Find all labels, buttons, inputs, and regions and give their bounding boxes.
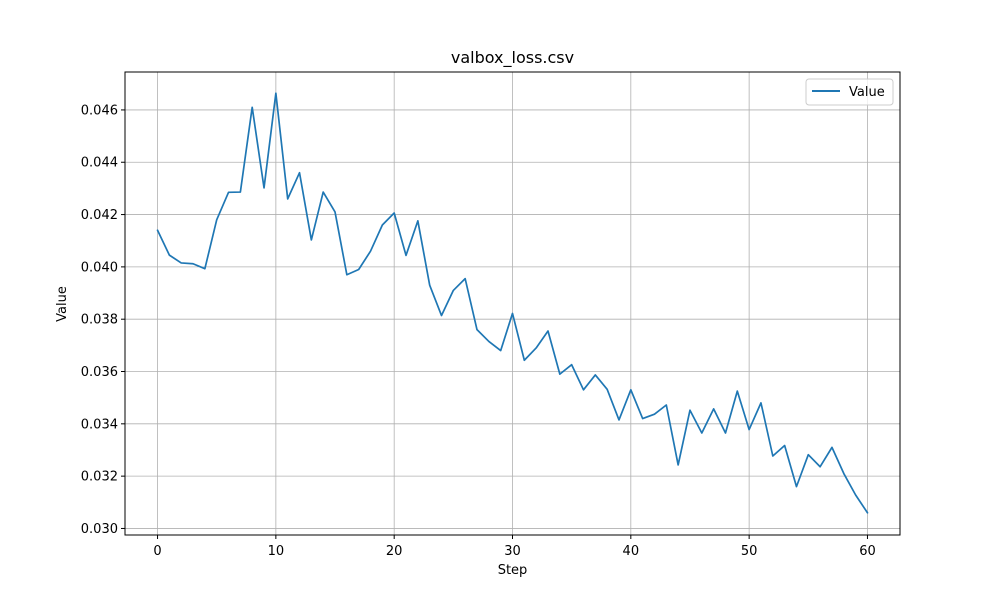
y-tick-label: 0.032	[81, 470, 118, 485]
y-tick-label: 0.030	[81, 522, 118, 537]
y-axis-label: Value	[55, 286, 70, 322]
x-tick-label: 30	[504, 544, 521, 559]
x-tick-label: 50	[741, 544, 758, 559]
legend: Value	[806, 79, 893, 105]
y-tick-label: 0.042	[81, 208, 118, 223]
x-tick-label: 0	[153, 544, 161, 559]
y-tick-label: 0.034	[81, 417, 118, 432]
x-tick-label: 40	[623, 544, 640, 559]
x-tick-label: 10	[268, 544, 285, 559]
legend-label-value: Value	[849, 85, 885, 100]
x-tick-label: 60	[859, 544, 876, 559]
x-axis-ticks: 0 10 20 30 40 50 60	[153, 535, 875, 559]
y-tick-label: 0.046	[81, 103, 118, 118]
y-tick-label: 0.038	[81, 313, 118, 328]
y-tick-label: 0.044	[81, 156, 118, 171]
grid-lines	[125, 72, 900, 535]
y-tick-label: 0.040	[81, 260, 118, 275]
x-axis-label: Step	[498, 563, 528, 578]
x-tick-label: 20	[386, 544, 403, 559]
y-tick-label: 0.036	[81, 365, 118, 380]
y-axis-ticks: 0.030 0.032 0.034 0.036 0.038 0.040 0.042 0.044…	[81, 103, 125, 537]
chart-title: valbox_loss.csv	[451, 48, 574, 68]
